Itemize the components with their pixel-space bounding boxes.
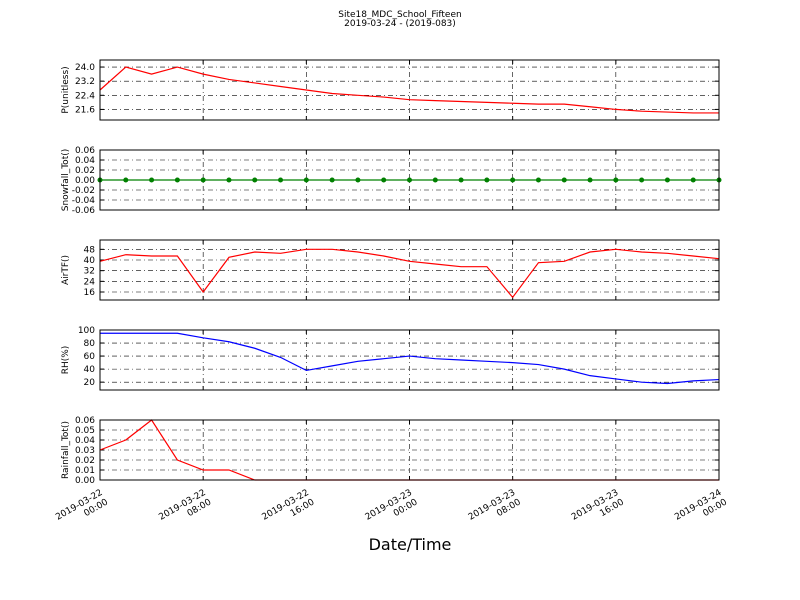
x-axis-label: Date/Time xyxy=(369,535,452,554)
y-tick-label: 24.0 xyxy=(75,63,95,73)
y-tick-label: -0.06 xyxy=(72,206,96,216)
data-point xyxy=(510,177,516,183)
data-point xyxy=(561,177,567,183)
data-point xyxy=(303,177,309,183)
data-point xyxy=(355,177,361,183)
data-point xyxy=(535,177,541,183)
chart-subtitle: 2019-03-24 - (2019-083) xyxy=(344,19,456,29)
plot-frame xyxy=(99,149,720,211)
y-tick-label: 80 xyxy=(84,339,96,349)
y-tick-label: 0.03 xyxy=(75,446,95,456)
data-point xyxy=(123,177,129,183)
y-tick-label: 0.01 xyxy=(75,466,95,476)
y-tick-label: 20 xyxy=(84,378,96,388)
x-tick-label: 2019-03-2208:00 xyxy=(157,488,213,532)
plot-frame xyxy=(99,59,720,121)
x-tick-label: 2019-03-2308:00 xyxy=(467,488,523,532)
x-tick-label: 2019-03-2216:00 xyxy=(261,488,317,532)
x-tick-label: 2019-03-2316:00 xyxy=(570,488,626,532)
y-tick-label: 0.02 xyxy=(75,456,95,466)
y-tick-label: 60 xyxy=(84,352,96,362)
data-point xyxy=(252,177,258,183)
data-point xyxy=(381,177,387,183)
data-line xyxy=(100,332,720,385)
y-axis-label: RH(%) xyxy=(61,346,71,375)
plot-frame xyxy=(99,329,720,391)
data-point xyxy=(174,177,180,183)
chart-title: Site18_MDC_School_Fifteen xyxy=(338,10,461,20)
y-tick-label: 40 xyxy=(84,365,96,375)
y-tick-label: 24 xyxy=(84,277,96,287)
y-tick-label: 0.05 xyxy=(75,426,95,436)
y-tick-label: 0.04 xyxy=(75,156,95,166)
y-tick-label: 0.00 xyxy=(75,176,95,186)
y-tick-label: 0.06 xyxy=(75,146,95,156)
y-axis-label: P(unitless) xyxy=(61,66,71,113)
y-tick-label: 0.02 xyxy=(75,166,95,176)
data-point xyxy=(664,177,670,183)
y-tick-label: 22.4 xyxy=(75,91,95,101)
data-point xyxy=(484,177,490,183)
y-tick-label: 16 xyxy=(84,288,96,298)
y-tick-label: 48 xyxy=(84,245,96,255)
y-tick-label: 100 xyxy=(78,326,95,336)
plot-frame xyxy=(99,419,720,481)
y-tick-label: 0.04 xyxy=(75,436,95,446)
y-tick-label: 0.00 xyxy=(75,476,95,486)
y-tick-label: 21.6 xyxy=(75,105,95,115)
data-point xyxy=(458,177,464,183)
y-tick-label: 0.06 xyxy=(75,416,95,426)
plot-frame xyxy=(99,239,720,301)
y-tick-label: 23.2 xyxy=(75,77,95,87)
y-tick-label: 40 xyxy=(84,256,96,266)
data-point xyxy=(149,177,155,183)
y-axis-label: Rainfall_Tot() xyxy=(61,421,71,479)
data-point xyxy=(278,177,284,183)
y-axis-label: Snowfall_Tot() xyxy=(61,149,71,212)
x-tick-label: 2019-03-2400:00 xyxy=(673,488,729,532)
y-tick-label: -0.02 xyxy=(72,186,95,196)
data-line xyxy=(99,66,719,114)
y-tick-label: -0.04 xyxy=(72,196,96,206)
data-point xyxy=(639,177,645,183)
y-tick-label: 32 xyxy=(84,267,95,277)
data-point xyxy=(587,177,593,183)
data-point xyxy=(432,177,438,183)
x-tick-label: 2019-03-2200:00 xyxy=(54,488,110,532)
data-point xyxy=(200,177,206,183)
data-point xyxy=(613,177,619,183)
data-point xyxy=(407,177,412,183)
data-point xyxy=(226,177,232,183)
data-point xyxy=(329,177,335,183)
data-line xyxy=(99,248,720,299)
x-tick-label: 2019-03-2300:00 xyxy=(364,488,420,532)
data-point xyxy=(690,177,696,183)
y-axis-label: AirTF() xyxy=(61,255,71,285)
